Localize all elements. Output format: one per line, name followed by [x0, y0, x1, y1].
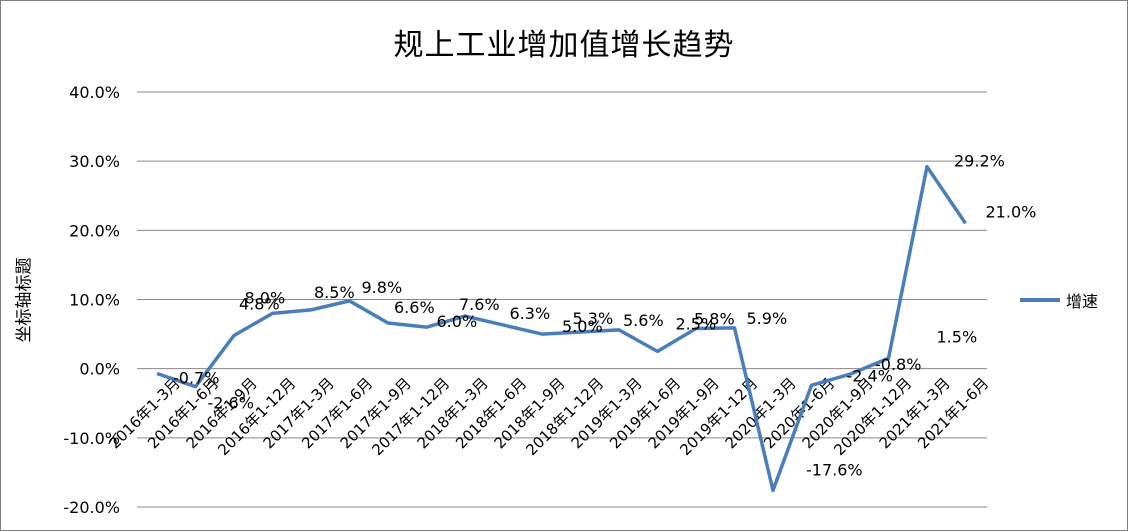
data-label: -17.6% [806, 460, 863, 479]
data-label: 6.6% [394, 298, 435, 317]
data-labels: -0.7% -2.6% 4.8%8.0% 8.5% 9.8%6.6%6.0%7.6% 6.… [173, 152, 1036, 480]
chart-title: 规上工业增加值增长趋势 [393, 28, 735, 63]
y-tick-label: -20.0% [63, 498, 120, 517]
y-tick-labels: -20.0% -10.0% 0.0% 10.0% 20.0% 30.0% 40.0% [63, 83, 120, 517]
x-tick-labels: 2016年1-3月2016年1-6月2016年1-9月2016年1-12月201… [106, 374, 993, 459]
y-tick-label: 40.0% [69, 83, 120, 102]
series-lines [156, 164, 967, 493]
y-tick-label: 20.0% [69, 221, 120, 240]
data-label: 4.8% [239, 294, 280, 313]
legend-label: 增速 [1066, 292, 1099, 311]
data-label: -2.6% [208, 394, 254, 413]
data-label: 8.0% [245, 288, 286, 307]
data-label: 5.0% [562, 317, 603, 336]
data-label: 6.0% [437, 312, 478, 331]
data-label: 5.3% [573, 309, 614, 328]
data-label: 21.0% [986, 202, 1037, 221]
legend-swatch-line [1020, 298, 1060, 302]
grid-lines [137, 91, 987, 508]
data-label: 29.2% [954, 152, 1005, 171]
data-label: 2.5% [676, 314, 717, 333]
y-tick-label: -10.0% [63, 429, 120, 448]
legend: 增速 [1020, 288, 1098, 312]
y-tick-label: 10.0% [69, 291, 120, 310]
data-label: -0.7% [173, 369, 219, 388]
y-tick-label: 0.0% [79, 360, 120, 379]
data-label: 5.8% [694, 310, 735, 329]
data-label: 8.5% [314, 283, 355, 302]
data-label: 5.6% [623, 311, 664, 330]
data-label: 1.5% [937, 327, 978, 346]
series-line [156, 164, 967, 493]
data-label: -0.8% [875, 355, 921, 374]
data-label: -2.4% [847, 366, 893, 385]
data-label: 7.6% [459, 295, 500, 314]
data-label: 6.3% [510, 304, 551, 323]
y-tick-label: 30.0% [69, 152, 120, 171]
data-label: 5.9% [747, 309, 788, 328]
data-label: 9.8% [362, 278, 403, 297]
